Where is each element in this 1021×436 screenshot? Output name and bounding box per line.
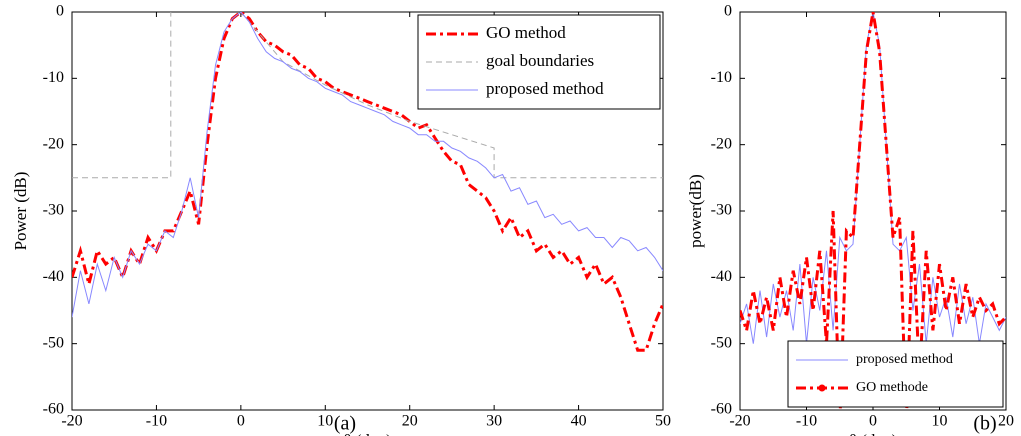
legend-label: proposed method bbox=[856, 352, 953, 367]
y-tick-label: -60 bbox=[43, 401, 64, 418]
x-tick-label: -10 bbox=[796, 413, 817, 430]
x-tick-label: 20 bbox=[402, 413, 418, 430]
plot-lines bbox=[740, 12, 1006, 410]
x-tick-label: 40 bbox=[571, 413, 587, 430]
x-tick-label: 10 bbox=[317, 413, 333, 430]
x-tick-label: 10 bbox=[932, 413, 948, 430]
y-tick-label: -60 bbox=[711, 401, 732, 418]
series-line bbox=[72, 12, 663, 179]
y-tick-label: -10 bbox=[43, 69, 64, 86]
caption: (b) bbox=[973, 413, 996, 435]
series-line bbox=[740, 12, 1006, 410]
caption: (a) bbox=[334, 413, 356, 435]
y-tick-label: -30 bbox=[43, 202, 64, 219]
legend-box bbox=[787, 340, 1004, 408]
series-line bbox=[72, 12, 663, 318]
legend-label: goal boundaries bbox=[486, 51, 594, 70]
y-axis-label: Power (dB) bbox=[11, 172, 30, 251]
x-tick-label: 20 bbox=[998, 413, 1014, 430]
y-tick-label: -20 bbox=[43, 135, 64, 152]
y-tick-label: -50 bbox=[711, 334, 732, 351]
x-tick-label: 0 bbox=[869, 413, 877, 430]
y-tick-label: -10 bbox=[711, 69, 732, 86]
series-line bbox=[72, 12, 663, 352]
x-tick-label: -20 bbox=[61, 413, 82, 430]
y-tick-label: -40 bbox=[711, 268, 732, 285]
x-tick-label: 0 bbox=[237, 413, 245, 430]
y-tick-label: -30 bbox=[711, 202, 732, 219]
x-tick-label: -20 bbox=[729, 413, 750, 430]
x-tick-label: 50 bbox=[655, 413, 671, 430]
y-tick-label: -50 bbox=[43, 334, 64, 351]
legend-marker bbox=[818, 384, 826, 392]
x-tick-label: -10 bbox=[146, 413, 167, 430]
legend-label: GO method bbox=[486, 23, 566, 42]
legend-label: GO methode bbox=[856, 380, 928, 395]
y-tick-label: 0 bbox=[724, 3, 732, 20]
x-axis-label: θ (deg) bbox=[849, 431, 897, 436]
y-tick-label: -20 bbox=[711, 135, 732, 152]
y-axis-label: power(dB) bbox=[686, 174, 705, 248]
y-tick-label: 0 bbox=[56, 3, 64, 20]
legend-label: proposed method bbox=[486, 79, 604, 98]
x-axis-label: θ (deg) bbox=[343, 431, 391, 436]
y-tick-label: -40 bbox=[43, 268, 64, 285]
x-tick-label: 30 bbox=[486, 413, 502, 430]
plot-lines bbox=[72, 12, 663, 352]
